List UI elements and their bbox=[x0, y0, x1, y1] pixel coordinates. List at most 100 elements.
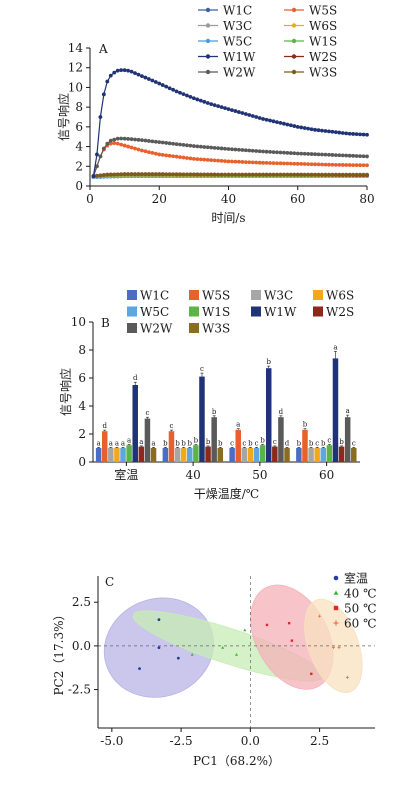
bar-W3S bbox=[150, 448, 157, 462]
x-tick-label: 0.0 bbox=[241, 734, 260, 748]
x-axis-title: 干燥温度/℃ bbox=[194, 486, 259, 501]
series-point-W5S bbox=[181, 155, 186, 160]
series-point-W3S bbox=[216, 172, 221, 177]
series-point-W3S bbox=[268, 172, 272, 177]
series-point-W5S bbox=[171, 154, 176, 159]
series-point-W5S bbox=[209, 158, 214, 163]
series-point-W3S bbox=[282, 172, 286, 177]
series-point-W5S bbox=[295, 161, 300, 166]
bar-W5C bbox=[253, 448, 260, 462]
series-point-W3S bbox=[202, 172, 207, 177]
series-point-W5S bbox=[153, 151, 158, 156]
series-point-W3S bbox=[150, 172, 155, 177]
series-point-W5S bbox=[247, 160, 252, 165]
series-point-W3S bbox=[129, 172, 134, 177]
series-point-W5S bbox=[216, 158, 221, 163]
series-point-W2W bbox=[101, 146, 106, 151]
series-point-W3S bbox=[271, 172, 276, 177]
significance-letter: d bbox=[133, 374, 138, 382]
bar-W5S bbox=[101, 431, 108, 462]
bar-W5C bbox=[320, 448, 327, 462]
significance-letter: a bbox=[115, 439, 119, 447]
y-axis-title: 信号响应 bbox=[56, 93, 71, 141]
series-point-W3S bbox=[153, 172, 158, 177]
legend-swatch-W1C bbox=[127, 290, 137, 300]
series-point-W1W bbox=[247, 113, 252, 117]
series-point-W2W bbox=[216, 146, 221, 151]
series-point-W5S bbox=[157, 152, 162, 157]
y-axis-title: PC2（17.3%） bbox=[52, 608, 66, 695]
series-point-W3S bbox=[358, 172, 362, 177]
series-point-W5S bbox=[219, 158, 224, 163]
series-point-W2W bbox=[247, 148, 252, 153]
legend-marker-40 ℃ bbox=[333, 590, 339, 595]
significance-letter: a bbox=[333, 343, 337, 351]
series-point-W1W bbox=[108, 73, 113, 78]
series-point-W5S bbox=[278, 161, 283, 166]
series-point-W2W bbox=[188, 143, 193, 148]
significance-letter: b bbox=[175, 439, 180, 447]
series-point-W5S bbox=[198, 157, 203, 162]
series-point-W3S bbox=[126, 172, 130, 177]
series-point-W3S bbox=[101, 173, 106, 177]
series-point-W5S bbox=[323, 162, 328, 167]
series-point-W5S bbox=[178, 155, 182, 160]
series-point-W5S bbox=[150, 150, 155, 155]
legend-swatch-W3C bbox=[251, 290, 261, 300]
significance-letter: b bbox=[218, 439, 223, 447]
series-point-W2W bbox=[98, 154, 103, 159]
significance-letter: c bbox=[273, 438, 277, 446]
legend-swatch-W2W bbox=[127, 323, 137, 333]
bar-W3C bbox=[174, 448, 181, 462]
legend-marker-W2S bbox=[291, 54, 297, 59]
series-point-W3S bbox=[337, 172, 342, 177]
legend-swatch-W2S bbox=[313, 306, 323, 317]
series-point-W2W bbox=[209, 145, 214, 150]
significance-letter: a bbox=[139, 438, 143, 446]
series-point-W1W bbox=[316, 128, 321, 133]
series-point-W5S bbox=[205, 157, 210, 162]
series-point-W2W bbox=[95, 164, 99, 169]
series-line-W1W bbox=[92, 69, 368, 177]
series-point-W3S bbox=[313, 172, 317, 177]
series-point-W3S bbox=[309, 172, 314, 177]
series-point-W2W bbox=[150, 139, 155, 144]
series-point-W1W bbox=[164, 84, 169, 89]
series-point-W1W bbox=[167, 86, 172, 91]
series-point-W1W bbox=[271, 119, 276, 124]
series-point-W2W bbox=[292, 151, 297, 156]
series-point-W3S bbox=[98, 173, 103, 178]
series-point-W3S bbox=[316, 172, 321, 177]
series-point-W3S bbox=[174, 172, 179, 177]
series-point-W3S bbox=[167, 172, 172, 177]
y-tick-label: 8 bbox=[78, 343, 86, 357]
bar-W1W bbox=[199, 376, 205, 462]
series-point-W3S bbox=[264, 172, 269, 177]
bar-W2S bbox=[205, 446, 211, 462]
bar-W6S bbox=[114, 448, 120, 462]
series-point-W3S bbox=[306, 172, 311, 177]
series-point-W1W bbox=[347, 131, 352, 136]
series-point-W5S bbox=[233, 159, 238, 164]
series-point-W3S bbox=[185, 172, 189, 177]
series-point-W5S bbox=[261, 160, 266, 165]
series-point-W5S bbox=[136, 147, 141, 152]
series-point-W1W bbox=[178, 90, 182, 95]
bar-W3C bbox=[241, 448, 248, 462]
series-point-W3S bbox=[181, 172, 186, 177]
series-point-W5S bbox=[365, 163, 369, 168]
series-point-W1W bbox=[250, 114, 255, 118]
bar-W3C bbox=[108, 448, 114, 462]
legend-label-W5S: W5S bbox=[309, 4, 337, 18]
series-point-W2W bbox=[302, 151, 307, 156]
series-point-W1W bbox=[181, 92, 186, 97]
series-point-W2W bbox=[264, 149, 269, 154]
series-point-W3S bbox=[112, 172, 117, 177]
bar-W1W bbox=[265, 368, 272, 462]
series-point-W5S bbox=[195, 157, 200, 162]
x-tick-label: 2.5 bbox=[310, 734, 329, 748]
x-tick-label: 50 bbox=[252, 468, 267, 482]
x-tick-label: 室温 bbox=[114, 467, 138, 482]
series-point-W1W bbox=[191, 96, 196, 101]
series-point-W3S bbox=[278, 172, 283, 177]
